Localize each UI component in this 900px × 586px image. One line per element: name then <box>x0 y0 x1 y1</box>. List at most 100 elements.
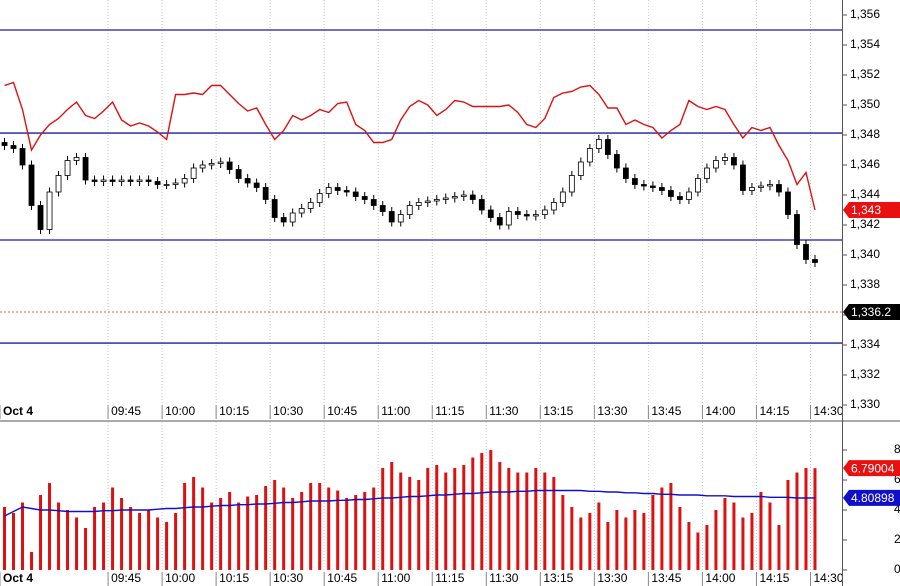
volume-bar <box>570 506 574 570</box>
volume-bar <box>444 472 448 570</box>
candle-body <box>64 160 71 176</box>
candle-body <box>154 181 161 185</box>
volume-bar <box>363 492 367 570</box>
y-tick-label: 2 <box>894 532 900 546</box>
candle-body <box>631 178 638 185</box>
volume-bar <box>138 512 142 570</box>
volume-bar <box>210 502 214 570</box>
candle-body <box>82 157 89 181</box>
volume-bar <box>309 483 313 570</box>
candle-body <box>388 211 395 223</box>
value-tag <box>843 202 900 218</box>
volume-bar <box>642 512 646 570</box>
volume-bar <box>57 502 61 570</box>
panel: Oct 4 09:45 10:00 10:15 10:30 10:45 11:00 11:15… <box>0 422 900 586</box>
candle-body <box>640 184 647 187</box>
candle-body <box>523 214 530 217</box>
volume-bar <box>534 468 538 570</box>
candle-body <box>568 175 575 193</box>
candle-body <box>55 175 62 193</box>
candle-body <box>190 167 197 179</box>
volume-bar <box>300 492 304 570</box>
candle-body <box>370 199 377 206</box>
value-tag-label: 6.79004 <box>851 461 895 475</box>
y-tick-label: 1,338 <box>850 277 880 291</box>
x-tick-label: 11:15 <box>435 571 464 585</box>
x-tick-label: 11:00 <box>381 404 410 418</box>
y-tick-label: 1,340 <box>850 247 880 261</box>
candle-body <box>686 191 692 200</box>
candle-body <box>613 154 620 169</box>
candle-body <box>559 191 566 203</box>
x-tick-label: 10:30 <box>273 571 303 585</box>
volume-bar <box>255 495 259 570</box>
candle-body <box>217 161 224 164</box>
value-tag-label: 1,343 <box>851 203 881 217</box>
volume-bar <box>399 472 403 570</box>
volume-bar <box>30 551 34 570</box>
candle-body <box>487 209 494 218</box>
volume-bar <box>759 492 763 570</box>
candle-body <box>271 199 278 218</box>
x-tick-label: 14:00 <box>705 404 735 418</box>
candle-body <box>1 142 8 146</box>
x-tick-label: 10:00 <box>165 404 195 418</box>
x-tick-label: 11:30 <box>489 571 518 585</box>
volume-bar <box>552 477 556 570</box>
volume-bar <box>687 521 691 570</box>
volume-bar <box>219 498 223 570</box>
volume-bar <box>156 517 160 570</box>
candle-body <box>289 212 296 223</box>
volume-bar <box>696 532 700 570</box>
candle-body <box>262 187 269 200</box>
y-tick-label: 1,350 <box>850 97 880 111</box>
candle-body <box>532 214 539 217</box>
candle-body <box>379 205 386 212</box>
y-tick-label: 1,344 <box>850 187 880 201</box>
volume-bar <box>372 487 376 570</box>
volume-bar <box>426 468 430 570</box>
candle-body <box>740 164 746 191</box>
candle-body <box>803 244 809 260</box>
x-tick-label: 10:45 <box>327 571 357 585</box>
volume-bar <box>516 472 520 570</box>
volume-bar <box>714 509 718 570</box>
candle-body <box>514 211 521 215</box>
value-tag <box>843 304 900 320</box>
candle-body <box>704 167 710 179</box>
volume-bar <box>723 498 727 570</box>
volume-bar <box>66 509 70 570</box>
volume-bar <box>192 477 196 570</box>
volume-bar <box>264 486 268 570</box>
y-tick-label: 0 <box>894 562 900 576</box>
candle-body <box>649 185 656 188</box>
volume-bar <box>345 498 349 570</box>
candle-body <box>100 179 107 182</box>
volume-bar <box>678 506 682 570</box>
value-tag <box>843 489 900 506</box>
candle-body <box>451 196 458 199</box>
candle-body <box>812 259 818 263</box>
candle-body <box>785 191 791 215</box>
volume-bar <box>435 465 439 570</box>
x-tick-label: 13:30 <box>597 404 627 418</box>
volume-bar <box>813 468 817 570</box>
candle-body <box>550 202 557 211</box>
candle-body <box>469 194 476 200</box>
volume-bar <box>462 465 466 570</box>
value-tag-label: 1,336.2 <box>851 305 891 319</box>
volume-bar <box>111 487 115 570</box>
candle-body <box>406 205 413 215</box>
candle-body <box>343 190 350 193</box>
volume-bar <box>498 462 502 570</box>
volume-bar <box>768 502 772 570</box>
volume-bar <box>561 495 565 570</box>
y-tick-label: 1,354 <box>850 37 880 51</box>
y-tick-label: 1,346 <box>850 157 880 171</box>
volume-bar <box>291 498 295 570</box>
volume-bar <box>543 472 547 570</box>
y-tick-label: 4 <box>894 502 900 516</box>
volume-bar <box>201 487 205 570</box>
volume-bar <box>129 506 133 570</box>
